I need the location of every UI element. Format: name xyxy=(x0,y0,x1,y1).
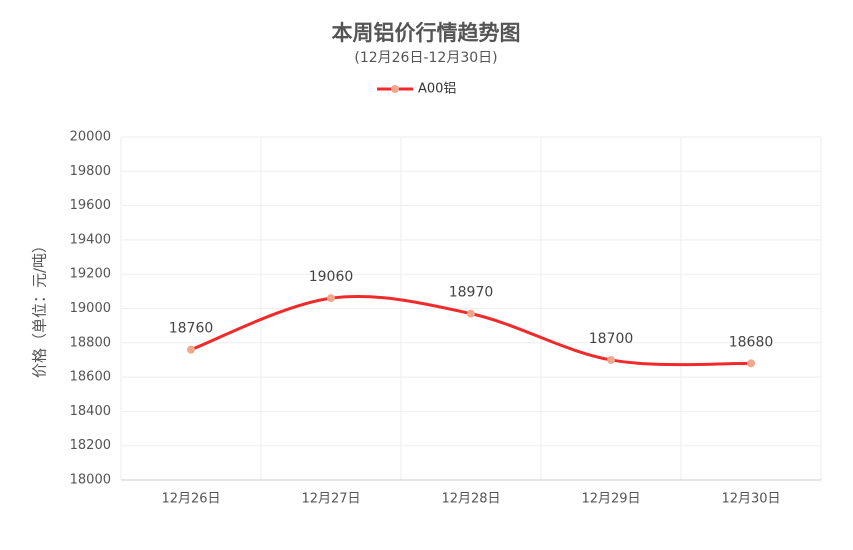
data-point xyxy=(747,359,755,368)
x-tick-label: 12月26日 xyxy=(161,492,220,507)
data-point xyxy=(467,309,475,318)
y-tick-label: 19200 xyxy=(70,267,111,282)
y-tick-label: 19000 xyxy=(70,301,111,316)
y-tick-label: 18600 xyxy=(70,370,111,385)
x-tick-label: 12月28日 xyxy=(441,492,500,507)
series-line xyxy=(190,295,752,367)
y-tick-label: 19600 xyxy=(70,198,111,213)
y-tick-label: 18400 xyxy=(70,404,111,419)
data-label: 19060 xyxy=(309,269,354,285)
data-label: 18970 xyxy=(449,285,494,301)
data-label: 18700 xyxy=(589,331,634,347)
x-tick-label: 12月30日 xyxy=(721,492,780,507)
legend-label: A00铝 xyxy=(418,82,456,97)
y-tick-label: 18800 xyxy=(70,335,111,350)
data-label: 18680 xyxy=(729,334,774,350)
data-point xyxy=(607,355,615,364)
x-tick-label: 12月29日 xyxy=(581,492,640,507)
y-tick-label: 18000 xyxy=(70,473,111,488)
y-tick-label: 20000 xyxy=(70,130,111,145)
y-axis-label: 价格（单位：元/吨） xyxy=(31,238,49,378)
y-tick-label: 18200 xyxy=(70,438,111,453)
y-tick-label: 19800 xyxy=(70,164,111,179)
data-label: 18760 xyxy=(169,321,214,337)
y-tick-label: 19400 xyxy=(70,232,111,247)
chart-title: 本周铝价行情趋势图 xyxy=(332,21,521,45)
data-point xyxy=(327,294,335,303)
x-tick-label: 12月27日 xyxy=(301,492,360,507)
legend-marker xyxy=(391,85,399,93)
data-point xyxy=(187,345,195,354)
chart-subtitle: (12月26日-12月30日) xyxy=(354,50,497,66)
